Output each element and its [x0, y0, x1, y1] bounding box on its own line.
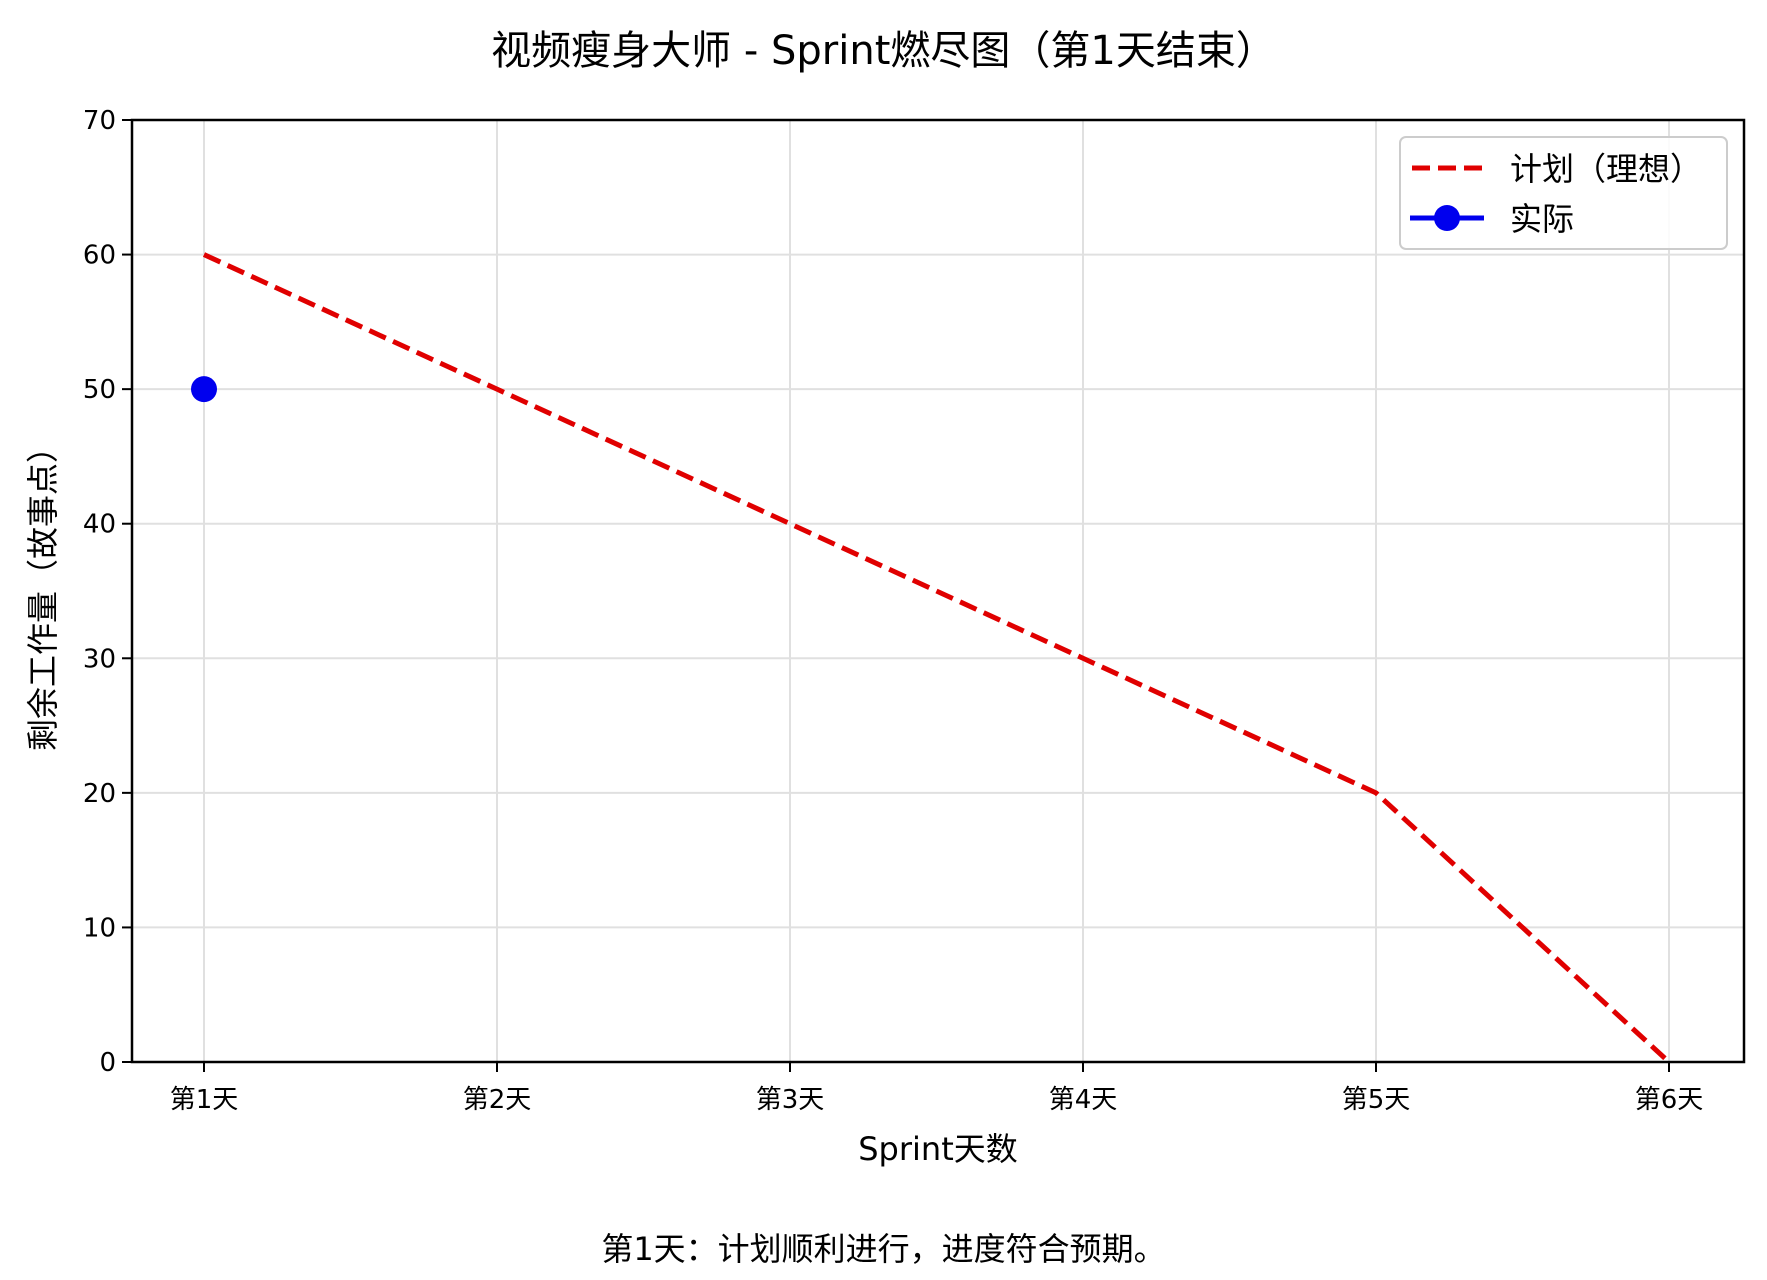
x-axis-ticks: 第1天 第2天 第3天 第4天 第5天 第6天: [170, 1062, 1704, 1115]
plan-polyline: [202, 252, 1671, 1064]
chart-title: 视频瘦身大师 - Sprint燃尽图（第1天结束）: [491, 28, 1276, 74]
x-tick-label: 第3天: [756, 1085, 825, 1115]
actual-series-markers: [191, 376, 217, 403]
y-tick-label: 60: [83, 241, 116, 271]
x-tick-label: 第6天: [1635, 1085, 1704, 1115]
y-axis-label: 剩余工作量（故事点）: [24, 431, 62, 751]
legend-actual-label: 实际: [1510, 200, 1574, 238]
legend-plan-label: 计划（理想）: [1510, 150, 1702, 188]
y-tick-label: 10: [83, 913, 116, 943]
x-tick-label: 第5天: [1342, 1085, 1411, 1115]
legend: 计划（理想） 实际: [1399, 136, 1728, 250]
actual-data-point: [191, 376, 217, 403]
y-axis-ticks: 0 10 20 30 40 50 60 70: [83, 106, 132, 1078]
plot-frame: [130, 118, 1746, 1064]
y-tick-label: 30: [83, 644, 116, 674]
x-tick-label: 第1天: [170, 1085, 239, 1115]
y-tick-label: 0: [99, 1048, 116, 1078]
footnote-annotation: 第1天：计划顺利进行，进度符合预期。: [601, 1230, 1166, 1268]
plan-series-line: [202, 252, 1671, 1064]
x-tick-label: 第2天: [463, 1085, 532, 1115]
y-tick-label: 20: [83, 779, 116, 809]
x-tick-label: 第4天: [1049, 1085, 1118, 1115]
legend-actual-marker-icon: [1434, 205, 1460, 231]
x-axis-label: Sprint天数: [858, 1130, 1018, 1168]
legend-box: [1399, 136, 1728, 250]
y-tick-label: 50: [83, 375, 116, 405]
y-tick-label: 40: [83, 510, 116, 540]
y-tick-label: 70: [83, 106, 116, 136]
